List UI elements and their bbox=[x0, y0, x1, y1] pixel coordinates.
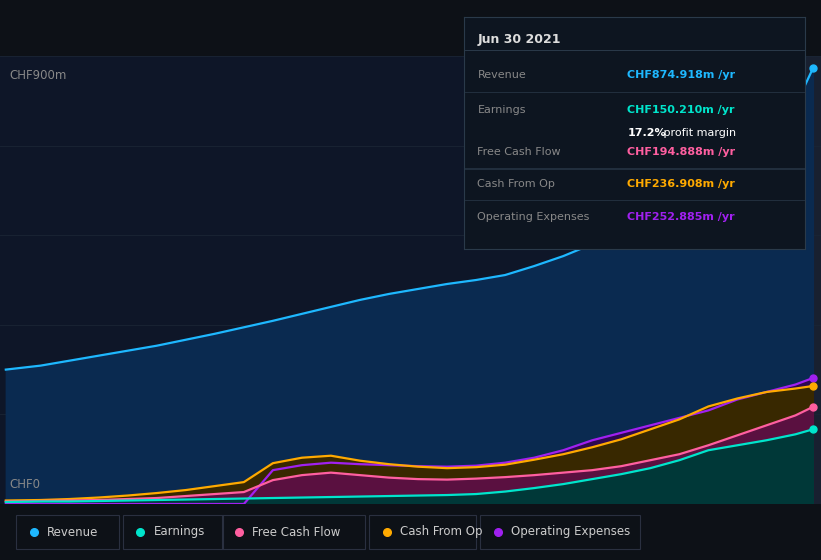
Bar bbox=[737, 56, 821, 504]
Text: Earnings: Earnings bbox=[478, 105, 526, 115]
Text: CHF0: CHF0 bbox=[10, 478, 41, 491]
Text: Free Cash Flow: Free Cash Flow bbox=[252, 525, 341, 539]
Text: Free Cash Flow: Free Cash Flow bbox=[478, 147, 561, 157]
Text: CHF194.888m /yr: CHF194.888m /yr bbox=[627, 147, 736, 157]
Text: Revenue: Revenue bbox=[478, 70, 526, 80]
Text: CHF874.918m /yr: CHF874.918m /yr bbox=[627, 70, 736, 80]
Text: Cash From Op: Cash From Op bbox=[400, 525, 482, 539]
Text: 17.2%: 17.2% bbox=[627, 128, 666, 138]
Text: Operating Expenses: Operating Expenses bbox=[478, 212, 589, 222]
Text: Jun 30 2021: Jun 30 2021 bbox=[478, 33, 561, 46]
Text: Operating Expenses: Operating Expenses bbox=[511, 525, 630, 539]
Text: CHF252.885m /yr: CHF252.885m /yr bbox=[627, 212, 735, 222]
Text: CHF236.908m /yr: CHF236.908m /yr bbox=[627, 179, 736, 189]
Text: CHF150.210m /yr: CHF150.210m /yr bbox=[627, 105, 735, 115]
Text: Revenue: Revenue bbox=[47, 525, 99, 539]
Text: profit margin: profit margin bbox=[660, 128, 736, 138]
Text: Cash From Op: Cash From Op bbox=[478, 179, 555, 189]
Text: Earnings: Earnings bbox=[154, 525, 205, 539]
Text: CHF900m: CHF900m bbox=[10, 69, 67, 82]
